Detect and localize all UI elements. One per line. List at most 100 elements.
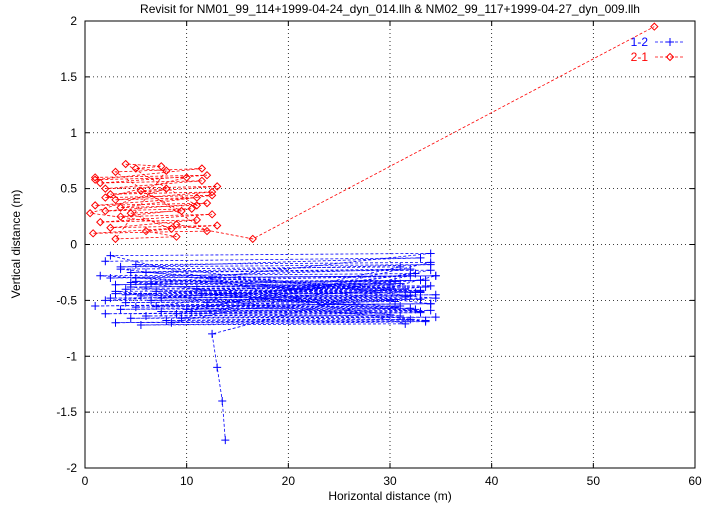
data-point [248, 234, 257, 244]
y-tick-label: -1 [66, 349, 77, 363]
data-point [396, 262, 405, 271]
data-point [131, 274, 140, 283]
data-point [106, 223, 115, 232]
data-point [192, 215, 202, 225]
data-point [101, 184, 110, 193]
data-point [416, 276, 425, 285]
data-point [192, 201, 202, 210]
data-point [101, 257, 110, 266]
data-point [202, 171, 212, 180]
data-point [172, 232, 181, 241]
data-point [126, 278, 135, 287]
x-tick-label: 20 [282, 474, 296, 488]
data-point [157, 162, 166, 171]
plot-frame [84, 20, 696, 469]
data-point [187, 307, 196, 316]
data-point [121, 290, 130, 299]
data-point [426, 306, 435, 315]
data-point [106, 294, 115, 303]
data-point [197, 176, 207, 186]
series-line [89, 26, 655, 240]
data-point [101, 309, 110, 318]
data-point [197, 164, 207, 173]
series-1-2 [91, 249, 440, 445]
data-point [426, 258, 435, 267]
x-tick-label: 60 [688, 474, 702, 488]
data-point [208, 274, 217, 283]
data-point [116, 265, 125, 274]
data-point [91, 301, 100, 310]
data-point [431, 294, 440, 303]
legend-label: 1-2 [631, 35, 649, 49]
data-point [126, 314, 135, 323]
data-point [401, 285, 410, 294]
data-point [650, 22, 659, 31]
data-point [136, 291, 145, 300]
x-axis-ticks: 0 10 20 30 40 50 60 [82, 21, 702, 488]
x-tick-label: 50 [587, 474, 601, 488]
data-point [182, 305, 191, 314]
data-point [192, 193, 202, 202]
data-point [126, 209, 135, 218]
x-tick-label: 10 [180, 474, 194, 488]
data-point [116, 212, 125, 221]
data-point [197, 289, 206, 298]
data-point [401, 319, 410, 328]
data-point [416, 295, 425, 304]
data-point [221, 436, 230, 445]
data-point [207, 210, 217, 219]
data-point [131, 303, 140, 312]
data-point [187, 204, 196, 213]
data-point [212, 221, 222, 230]
data-point [421, 316, 430, 325]
y-axis-title: Vertical distance (m) [9, 190, 23, 299]
data-point [406, 291, 415, 300]
data-point [157, 294, 166, 303]
data-point [126, 268, 135, 277]
series-line [95, 253, 436, 441]
data-point [431, 271, 440, 280]
data-point [142, 268, 150, 277]
y-tick-label: 2 [70, 14, 77, 28]
data-point [106, 190, 115, 199]
data-point [88, 229, 98, 238]
data-point [426, 266, 435, 275]
series-2-1 [85, 22, 659, 244]
data-point [218, 396, 227, 405]
data-point [116, 305, 125, 314]
data-point [192, 285, 201, 294]
data-point [406, 315, 415, 324]
data-point [386, 310, 394, 319]
data-point [141, 226, 151, 236]
data-point [426, 299, 435, 308]
data-point [426, 249, 435, 258]
data-point [401, 293, 410, 302]
data-point [136, 186, 146, 196]
data-point [207, 187, 217, 197]
data-point [203, 298, 211, 307]
x-tick-label: 0 [82, 474, 89, 488]
data-point [142, 282, 150, 291]
data-point [101, 296, 110, 305]
data-point [416, 287, 425, 296]
legend: 1-22-1 [631, 35, 685, 64]
y-tick-label: 0.5 [60, 182, 77, 196]
data-point [136, 320, 145, 329]
y-tick-label: -1.5 [56, 405, 77, 419]
data-point [147, 279, 156, 288]
data-point [207, 191, 217, 200]
data-point [182, 173, 191, 182]
data-point [386, 280, 394, 289]
data-point [106, 251, 115, 260]
data-point [396, 312, 405, 321]
data-point [167, 318, 176, 327]
y-tick-label: -0.5 [56, 293, 77, 307]
data-point [406, 271, 415, 280]
data-point [111, 234, 120, 244]
data-point [96, 271, 105, 280]
data-point [142, 312, 150, 321]
x-tick-label: 40 [485, 474, 499, 488]
data-point [90, 173, 100, 182]
